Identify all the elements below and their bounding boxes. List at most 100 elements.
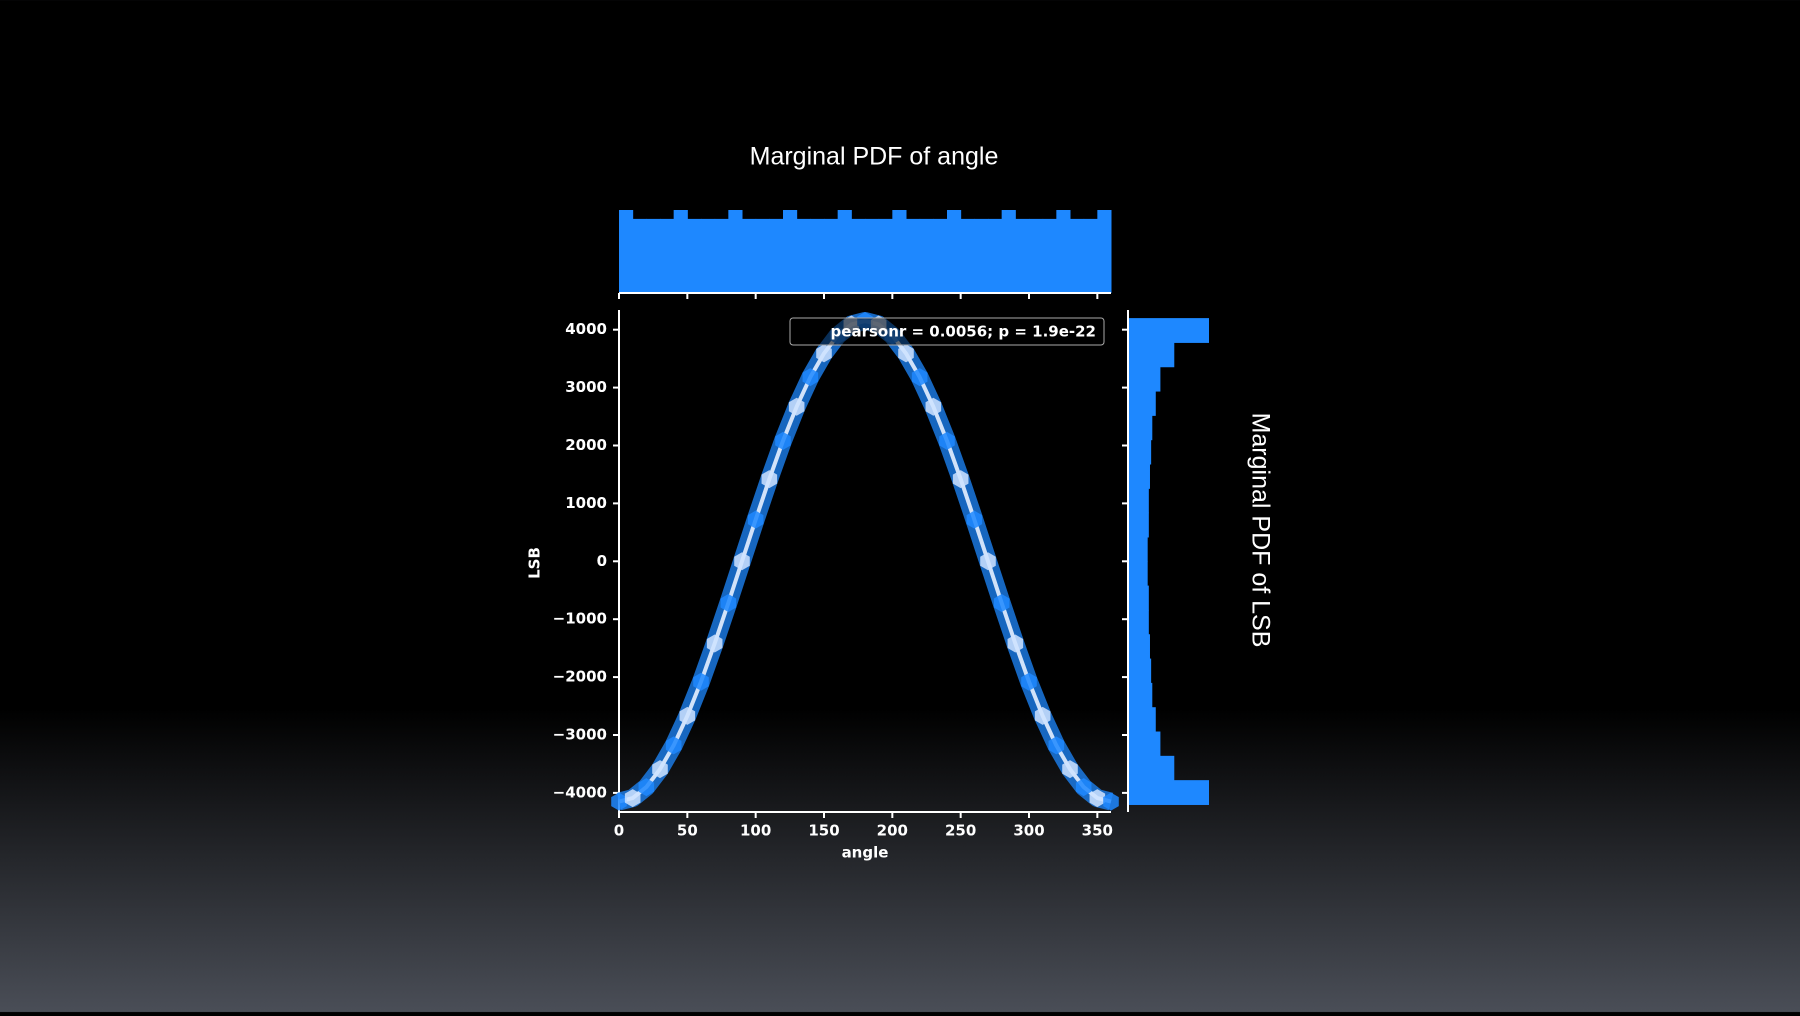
hexbin: [761, 470, 778, 489]
annotation: pearsonr = 0.0056; p = 1.9e-22: [831, 323, 1096, 341]
right-hist-bar: [1128, 634, 1150, 660]
right-hist-bar: [1128, 731, 1161, 757]
top-hist-bar: [837, 210, 852, 293]
top-hist-bar: [660, 218, 675, 293]
top-hist-bar: [619, 210, 634, 293]
right-hist-bar: [1128, 755, 1175, 781]
top-hist-bar: [769, 218, 784, 293]
top-hist-bar: [947, 210, 962, 293]
hexbin: [993, 593, 1010, 612]
top-hist-bar: [1083, 218, 1098, 293]
top-hist-bar: [755, 218, 770, 293]
top-hist-bar: [865, 218, 880, 293]
top-hist-bar: [919, 218, 934, 293]
top-hist-bar: [933, 218, 948, 293]
hexbin: [939, 431, 955, 450]
hexbin: [1048, 736, 1065, 755]
x-axis-label: angle: [842, 844, 889, 862]
right-hist-bar: [1128, 512, 1149, 538]
hexbin: [1021, 672, 1037, 691]
right-hist-bar: [1128, 366, 1161, 392]
x-tick-label: 200: [877, 822, 908, 840]
hexbin: [679, 706, 696, 725]
y-tick-label: −4000: [553, 783, 607, 801]
hexbin: [720, 593, 737, 612]
hexbin: [1007, 634, 1024, 653]
top-hist-bar: [701, 218, 716, 293]
hexbin: [966, 510, 983, 529]
top-title: Marginal PDF of angle: [750, 143, 999, 171]
top-hist-bar: [988, 218, 1003, 293]
x-tick-label: 250: [945, 822, 976, 840]
x-tick-label: 0: [614, 822, 624, 840]
right-hist-bar: [1128, 536, 1148, 562]
right-title: Marginal PDF of LSB: [1246, 413, 1274, 648]
top-hist-bar: [974, 218, 989, 293]
hexbin: [911, 368, 928, 387]
hexbin: [980, 552, 996, 571]
annotation-box: [789, 317, 1105, 346]
top-hist-bar: [960, 218, 975, 293]
hexbin: [665, 736, 682, 755]
hex-trace: [616, 312, 1114, 811]
hexbin: [734, 552, 750, 571]
hexbin: [1075, 778, 1092, 797]
hexbin: [788, 397, 805, 416]
hexbin: [802, 368, 819, 387]
y-tick-label: 0: [597, 552, 607, 570]
top-hist-bar: [1097, 210, 1112, 293]
hexbin: [952, 470, 969, 489]
top-hist-bar: [1029, 218, 1044, 293]
hexbin: [693, 672, 709, 691]
top-hist-bar: [687, 218, 702, 293]
hexbin: [775, 431, 791, 450]
hexbin: [816, 344, 832, 363]
hexbin: [624, 789, 641, 808]
y-tick-label: −2000: [553, 668, 607, 686]
y-tick-label: −1000: [553, 610, 607, 628]
right-hist-bar: [1128, 585, 1149, 611]
right-hist-bar: [1128, 439, 1152, 465]
right-hist-bar: [1128, 682, 1153, 708]
right-hist-bar: [1128, 342, 1175, 368]
y-tick-label: 3000: [565, 378, 607, 396]
right-hist-bar: [1128, 658, 1152, 684]
x-tick-label: 50: [677, 822, 698, 840]
top-hist-bar: [1056, 210, 1071, 293]
y-axis-label: LSB: [526, 547, 544, 579]
hexbin: [1034, 706, 1051, 725]
right-hist-bar: [1128, 609, 1149, 635]
hexbin: [1089, 789, 1106, 808]
hexbin: [925, 397, 942, 416]
top-hist-bar: [673, 210, 688, 293]
right-hist-bar: [1128, 415, 1153, 441]
top-hist-bar: [632, 218, 647, 293]
x-tick-label: 100: [740, 822, 771, 840]
top-hist-bar: [796, 218, 811, 293]
right-hist-bar: [1128, 561, 1148, 587]
y-tick-label: 1000: [565, 494, 607, 512]
x-tick-label: 300: [1013, 822, 1044, 840]
top-hist-bar: [1042, 218, 1057, 293]
y-tick-label: 2000: [565, 436, 607, 454]
top-hist-bar: [906, 218, 921, 293]
x-tick-label: 150: [808, 822, 839, 840]
hexbin: [638, 778, 655, 797]
top-hist-bar: [1070, 218, 1085, 293]
y-tick-label: 4000: [565, 320, 607, 338]
top-hist-bar: [851, 218, 866, 293]
top-hist-bar: [742, 218, 757, 293]
hexbin: [898, 344, 914, 363]
hexbin: [747, 510, 764, 529]
hexbin: [706, 634, 723, 653]
top-hist-bar: [1001, 210, 1016, 293]
right-hist-bar: [1128, 488, 1149, 514]
right-hist-bar: [1128, 464, 1150, 489]
top-hist-bar: [783, 210, 798, 293]
top-hist-bar: [1015, 218, 1030, 293]
hexbin: [1103, 792, 1119, 811]
hex-core: [618, 319, 1112, 804]
top-hist-bar: [646, 218, 661, 293]
